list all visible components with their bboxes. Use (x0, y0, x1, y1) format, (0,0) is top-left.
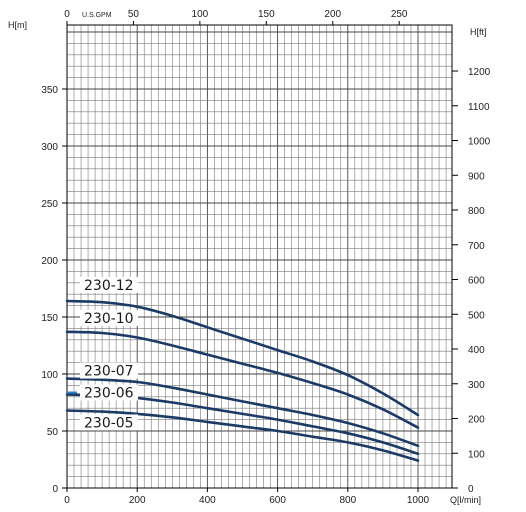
series-label-background (80, 362, 138, 379)
right-axis-unit: H[ft] (470, 27, 487, 37)
left-axis-tick-label: 150 (41, 313, 58, 324)
right-axis-tick-label: 900 (468, 171, 485, 182)
bottom-axis-tick-label: 1000 (407, 495, 430, 506)
series-line-230-12 (65, 299, 420, 417)
axes (62, 21, 458, 492)
left-axis-tick-label: 200 (41, 256, 58, 267)
series-line-230-10 (65, 330, 420, 429)
right-axis-tick-label: 700 (468, 241, 485, 252)
series-line-230-05 (65, 409, 420, 462)
left-axis-unit: H[m] (8, 20, 27, 30)
right-axis-tick-label: 1200 (468, 67, 491, 78)
top-axis-tick-label: 0 (64, 9, 70, 20)
right-axis-tick-label: 400 (468, 345, 485, 356)
right-axis-tick-label: 100 (468, 449, 485, 460)
right-axis-tick-label: 1000 (468, 137, 491, 148)
series-label-230-12: 230-12 (84, 278, 134, 294)
series-line-230-07 (65, 377, 420, 448)
left-axis-tick-label: 100 (41, 370, 58, 381)
series-labels: 230-12 230-10 230-07 230-06 230-05 (67, 277, 138, 431)
top-axis-unit: U.S.GPM (82, 12, 112, 19)
series-label-230-07: 230-07 (84, 364, 134, 380)
bottom-axis-tick-label: 0 (64, 495, 70, 506)
bottom-axis-tick-label: 200 (129, 495, 146, 506)
left-axis-tick-label: 250 (41, 199, 58, 210)
bottom-axis-unit: Q[l/min] (450, 495, 481, 505)
series-label-background (80, 414, 138, 431)
series-label-230-06: 230-06 (84, 386, 134, 402)
series-label-230-05: 230-05 (84, 415, 134, 431)
left-axis-tick-label: 300 (41, 142, 58, 153)
left-axis-tick-label: 350 (41, 85, 58, 96)
top-axis-tick-label: 200 (324, 9, 341, 20)
top-axis-tick-label: 50 (128, 9, 140, 20)
top-axis-tick-label: 250 (391, 9, 408, 20)
plot-frame (66, 24, 453, 489)
right-axis-tick-label: 300 (468, 380, 485, 391)
right-axis-tick-label: 800 (468, 206, 485, 217)
tick-labels: 0501001502002503003500100200300400500600… (8, 9, 491, 506)
top-axis-tick-label: 150 (258, 9, 275, 20)
right-axis-tick-label: 1100 (468, 102, 490, 113)
series-label-background (80, 309, 138, 326)
left-axis-tick-label: 0 (52, 484, 58, 495)
right-axis-tick-label: 200 (468, 415, 485, 426)
right-axis-tick-label: 500 (468, 310, 485, 321)
left-axis-tick-label: 50 (47, 427, 59, 438)
bottom-axis-tick-label: 600 (269, 495, 286, 506)
right-axis-tick-label: 600 (468, 276, 485, 287)
series-label-230-10: 230-10 (84, 311, 134, 327)
bottom-axis-tick-label: 400 (199, 495, 216, 506)
series-label-background (80, 277, 138, 294)
top-axis-tick-label: 100 (192, 9, 209, 20)
series-label-background (80, 384, 138, 401)
bottom-axis-tick-label: 800 (339, 495, 356, 506)
right-axis-tick-label: 0 (468, 484, 474, 495)
